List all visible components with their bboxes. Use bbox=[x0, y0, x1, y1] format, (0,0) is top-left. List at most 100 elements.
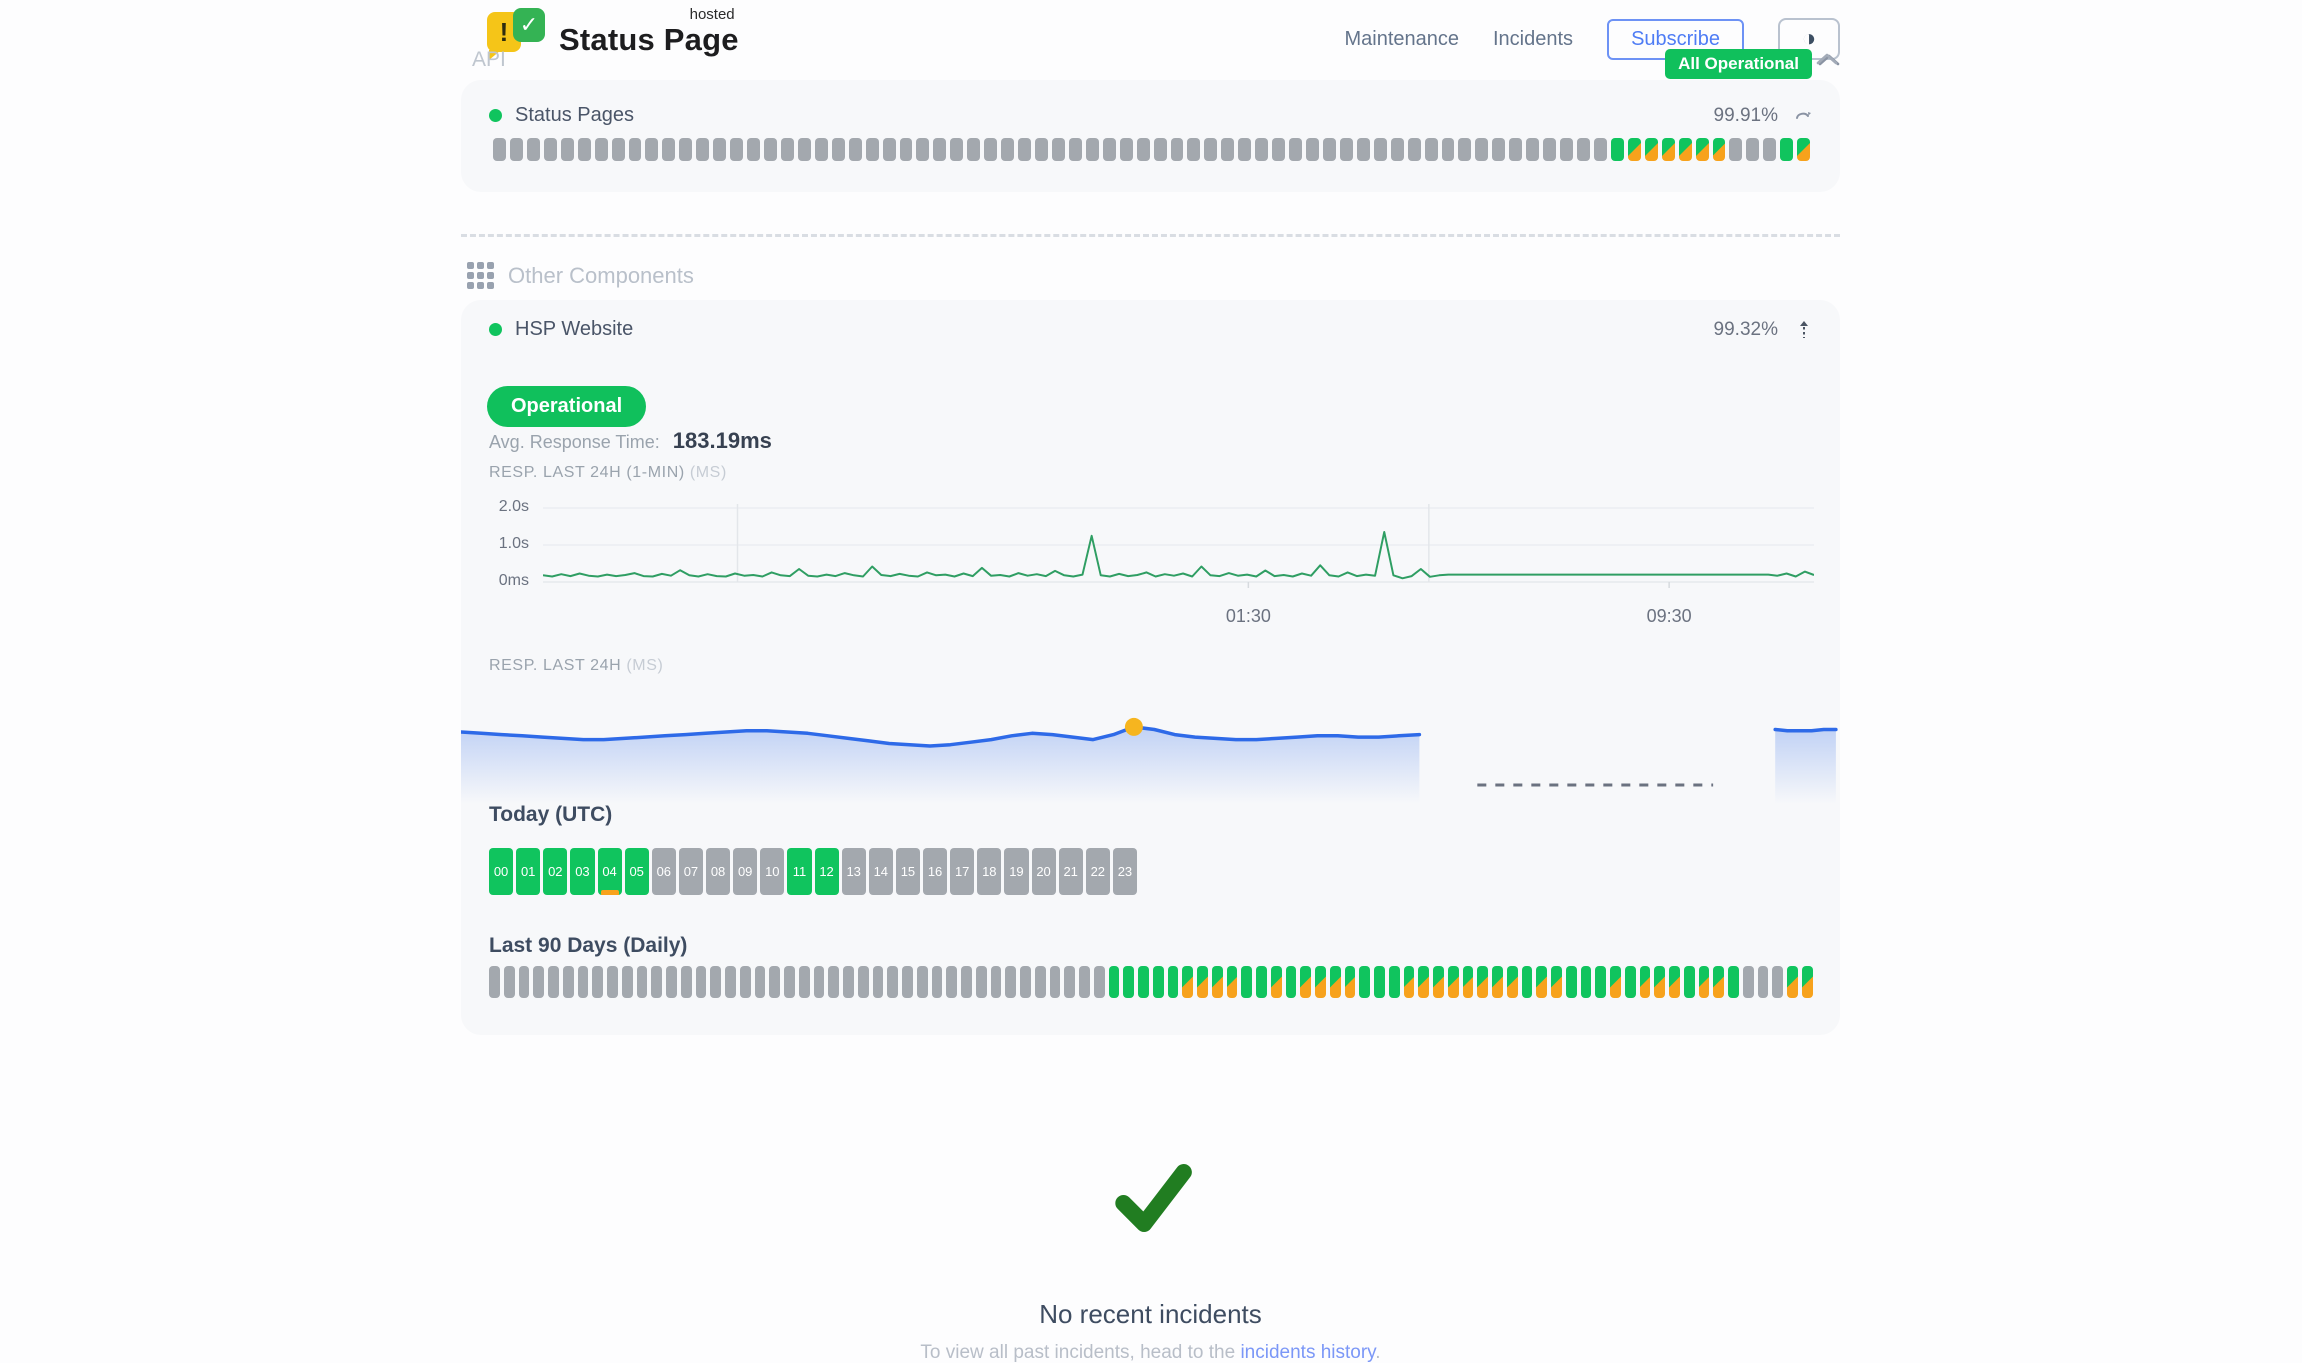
uptime-bar[interactable] bbox=[725, 966, 736, 998]
uptime-bar[interactable] bbox=[739, 966, 751, 998]
uptime-bar[interactable] bbox=[710, 966, 721, 998]
hour-box-22[interactable]: 22 bbox=[1085, 848, 1110, 895]
uptime-bar[interactable] bbox=[857, 966, 869, 998]
uptime-bar[interactable] bbox=[662, 138, 676, 161]
uptime-bar[interactable] bbox=[1509, 138, 1523, 161]
uptime-bar[interactable] bbox=[887, 966, 898, 998]
uptime-bar[interactable] bbox=[1712, 138, 1726, 161]
uptime-bar[interactable] bbox=[1403, 966, 1415, 998]
uptime-bar[interactable] bbox=[1049, 966, 1061, 998]
uptime-bar[interactable] bbox=[764, 138, 777, 161]
uptime-bar[interactable] bbox=[813, 966, 825, 998]
uptime-bar[interactable] bbox=[636, 966, 648, 998]
uptime-bar[interactable] bbox=[1669, 966, 1680, 998]
incidents-history-link[interactable]: incidents history bbox=[1240, 1342, 1376, 1363]
hour-box-09[interactable]: 09 bbox=[733, 848, 758, 895]
uptime-bar[interactable] bbox=[902, 966, 913, 998]
uptime-bar[interactable] bbox=[1678, 138, 1692, 161]
uptime-bar[interactable] bbox=[1226, 966, 1238, 998]
uptime-bar[interactable] bbox=[1079, 966, 1090, 998]
uptime-bar[interactable] bbox=[1772, 966, 1783, 998]
uptime-bar[interactable] bbox=[872, 966, 884, 998]
uptime-bar[interactable] bbox=[1526, 138, 1540, 161]
uptime-bar[interactable] bbox=[1543, 138, 1557, 161]
uptime-bar[interactable] bbox=[1241, 966, 1252, 998]
uptime-bar[interactable] bbox=[679, 138, 693, 161]
uptime-bar[interactable] bbox=[1373, 138, 1387, 161]
uptime-bar[interactable] bbox=[1580, 966, 1592, 998]
uptime-bar[interactable] bbox=[961, 966, 972, 998]
uptime-bar[interactable] bbox=[1068, 138, 1082, 161]
uptime-bar[interactable] bbox=[797, 138, 811, 161]
uptime-bar[interactable] bbox=[1713, 966, 1724, 998]
uptime-bar[interactable] bbox=[518, 966, 530, 998]
hour-box-18[interactable]: 18 bbox=[977, 848, 1002, 895]
uptime-bar[interactable] bbox=[769, 966, 780, 998]
uptime-bar[interactable] bbox=[1204, 138, 1218, 161]
uptime-bar[interactable] bbox=[1458, 138, 1472, 161]
uptime-bar[interactable] bbox=[1683, 966, 1695, 998]
nav-incidents[interactable]: Incidents bbox=[1493, 27, 1574, 50]
uptime-bar[interactable] bbox=[984, 138, 998, 161]
uptime-bar[interactable] bbox=[489, 966, 500, 998]
hour-box-21[interactable]: 21 bbox=[1058, 848, 1083, 895]
uptime-bar[interactable] bbox=[1787, 966, 1798, 998]
uptime-bar[interactable] bbox=[1197, 966, 1208, 998]
uptime-bar[interactable] bbox=[560, 138, 574, 161]
uptime-bar[interactable] bbox=[493, 138, 506, 161]
uptime-bar[interactable] bbox=[1300, 966, 1311, 998]
uptime-bar[interactable] bbox=[1477, 966, 1488, 998]
uptime-bar[interactable] bbox=[1593, 138, 1607, 161]
uptime-bar[interactable] bbox=[1729, 138, 1743, 161]
uptime-bar[interactable] bbox=[1211, 966, 1223, 998]
uptime-bar[interactable] bbox=[1182, 966, 1193, 998]
uptime-bar[interactable] bbox=[1418, 966, 1429, 998]
uptime-bar[interactable] bbox=[1064, 966, 1075, 998]
uptime-bar[interactable] bbox=[1123, 966, 1134, 998]
hour-box-16[interactable]: 16 bbox=[923, 848, 948, 895]
hour-box-17[interactable]: 17 bbox=[950, 848, 975, 895]
uptime-bar[interactable] bbox=[967, 138, 981, 161]
uptime-bar[interactable] bbox=[1329, 966, 1341, 998]
uptime-bar[interactable] bbox=[645, 138, 659, 161]
uptime-bar[interactable] bbox=[1270, 966, 1282, 998]
uptime-bar[interactable] bbox=[747, 138, 760, 161]
refresh-icon[interactable] bbox=[1794, 106, 1814, 126]
uptime-bar[interactable] bbox=[1093, 966, 1105, 998]
uptime-bar[interactable] bbox=[1359, 966, 1370, 998]
uptime-bar[interactable] bbox=[1521, 966, 1533, 998]
logo[interactable]: ! ✓ hosted Status Page bbox=[487, 6, 739, 60]
uptime-bar[interactable] bbox=[1102, 138, 1116, 161]
uptime-bar[interactable] bbox=[1051, 138, 1065, 161]
uptime-bar[interactable] bbox=[509, 138, 523, 161]
uptime-bar[interactable] bbox=[1644, 138, 1658, 161]
uptime-bar[interactable] bbox=[1256, 966, 1267, 998]
uptime-bar[interactable] bbox=[503, 966, 515, 998]
uptime-bar[interactable] bbox=[828, 966, 839, 998]
hour-box-23[interactable]: 23 bbox=[1112, 848, 1137, 895]
uptime-bar[interactable] bbox=[1322, 138, 1336, 161]
uptime-bar[interactable] bbox=[666, 966, 677, 998]
uptime-bar[interactable] bbox=[1085, 138, 1099, 161]
uptime-bar[interactable] bbox=[1698, 966, 1710, 998]
uptime-bar[interactable] bbox=[1506, 966, 1518, 998]
uptime-bar[interactable] bbox=[1356, 138, 1370, 161]
uptime-bar[interactable] bbox=[1138, 966, 1149, 998]
uptime-bar[interactable] bbox=[1627, 138, 1641, 161]
uptime-bar[interactable] bbox=[1462, 966, 1474, 998]
uptime-bar[interactable] bbox=[1441, 138, 1455, 161]
uptime-bar[interactable] bbox=[1742, 966, 1754, 998]
uptime-bar[interactable] bbox=[784, 966, 795, 998]
uptime-bar[interactable] bbox=[592, 966, 603, 998]
hour-box-14[interactable]: 14 bbox=[868, 848, 893, 895]
hour-box-15[interactable]: 15 bbox=[895, 848, 920, 895]
nav-maintenance[interactable]: Maintenance bbox=[1344, 27, 1459, 50]
uptime-bar[interactable] bbox=[713, 138, 727, 161]
uptime-bar[interactable] bbox=[1170, 138, 1184, 161]
uptime-bar[interactable] bbox=[1315, 966, 1326, 998]
uptime-bar[interactable] bbox=[1289, 138, 1302, 161]
uptime-bar[interactable] bbox=[1005, 966, 1016, 998]
uptime-bar[interactable] bbox=[1763, 138, 1777, 161]
uptime-bar[interactable] bbox=[831, 138, 845, 161]
uptime-bar[interactable] bbox=[1624, 966, 1636, 998]
